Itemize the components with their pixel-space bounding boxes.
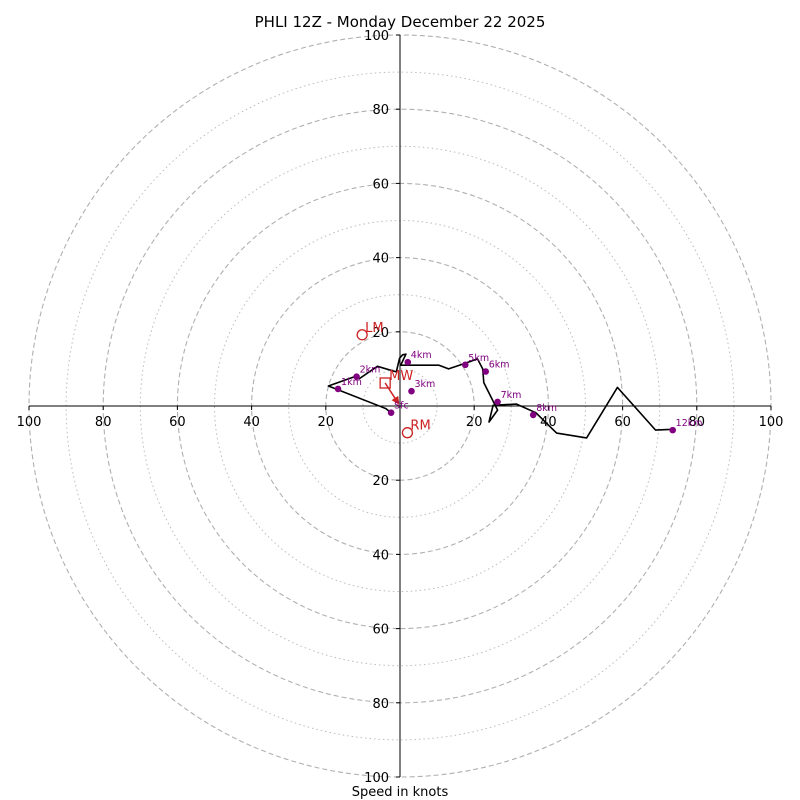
hodograph-trace-group: [327, 353, 671, 439]
height-marker-label: 6km: [489, 359, 510, 370]
height-marker-label: 1km: [341, 377, 362, 388]
tick-labels: 100 80 60 40 20 20 40 60 80 100 100 80 60 40 20 20 40 60 8…: [17, 29, 784, 786]
x-tick-label: 60: [169, 415, 186, 430]
x-tick-label: 80: [689, 415, 706, 430]
height-marker-label: 2km: [360, 365, 381, 376]
y-tick-label: 80: [372, 697, 389, 712]
x-tick-label: 60: [614, 415, 631, 430]
y-tick-label: 60: [372, 177, 389, 192]
height-marker-label: 5km: [468, 353, 489, 364]
y-tick-label: 80: [372, 103, 389, 118]
height-marker-dot: [387, 409, 395, 416]
y-tick-label: 100: [364, 29, 389, 44]
x-tick-label: 20: [466, 415, 483, 430]
x-tick-label: 100: [759, 415, 784, 430]
left-mover-label: LM: [365, 321, 383, 336]
mean-wind-marker: [379, 377, 391, 389]
y-tick-label: 20: [372, 326, 389, 341]
axes: [29, 35, 771, 777]
height-marker-label: 8km: [536, 403, 557, 414]
height-marker-dot: [353, 373, 360, 380]
height-marker-dot: [529, 411, 537, 419]
y-tick-label: 40: [372, 252, 389, 267]
y-tick-label: 20: [372, 474, 389, 489]
x-axis-label: Speed in knots: [352, 785, 449, 800]
shear-vector-arrow: [384, 382, 400, 405]
height-marker-dot: [461, 361, 469, 369]
height-marker-dot: [404, 358, 412, 366]
x-tick-label: 100: [17, 415, 42, 430]
chart-title: PHLI 12Z - Monday December 22 2025: [255, 13, 546, 31]
height-marker-label: 4km: [411, 350, 432, 361]
y-tick-label: 100: [364, 771, 389, 786]
height-marker-dot: [669, 426, 676, 434]
x-tick-label: 40: [243, 415, 260, 430]
height-marker-dot: [408, 387, 415, 395]
right-mover-label: RM: [410, 419, 430, 434]
x-tick-label: 80: [95, 415, 112, 430]
mean-wind-label: MW: [389, 369, 413, 384]
height-marker-label: 7km: [501, 390, 522, 401]
y-tick-label: 40: [372, 548, 389, 563]
right-mover-marker: [401, 427, 414, 439]
height-marker-dot: [494, 398, 501, 406]
height-marker-dot: [334, 385, 342, 393]
x-tick-label: 40: [540, 415, 557, 430]
height-marker-dot: [482, 368, 490, 375]
height-marker-label: Sfc: [394, 401, 409, 412]
hodograph-trace: [327, 353, 671, 439]
y-tick-label: 60: [372, 623, 389, 638]
height-marker-label: 3km: [415, 379, 436, 390]
left-mover-marker: [356, 329, 368, 341]
height-marker-label: 12km: [676, 418, 703, 429]
x-tick-label: 20: [318, 415, 335, 430]
storm-motion-group: LM RM MW: [356, 321, 431, 439]
